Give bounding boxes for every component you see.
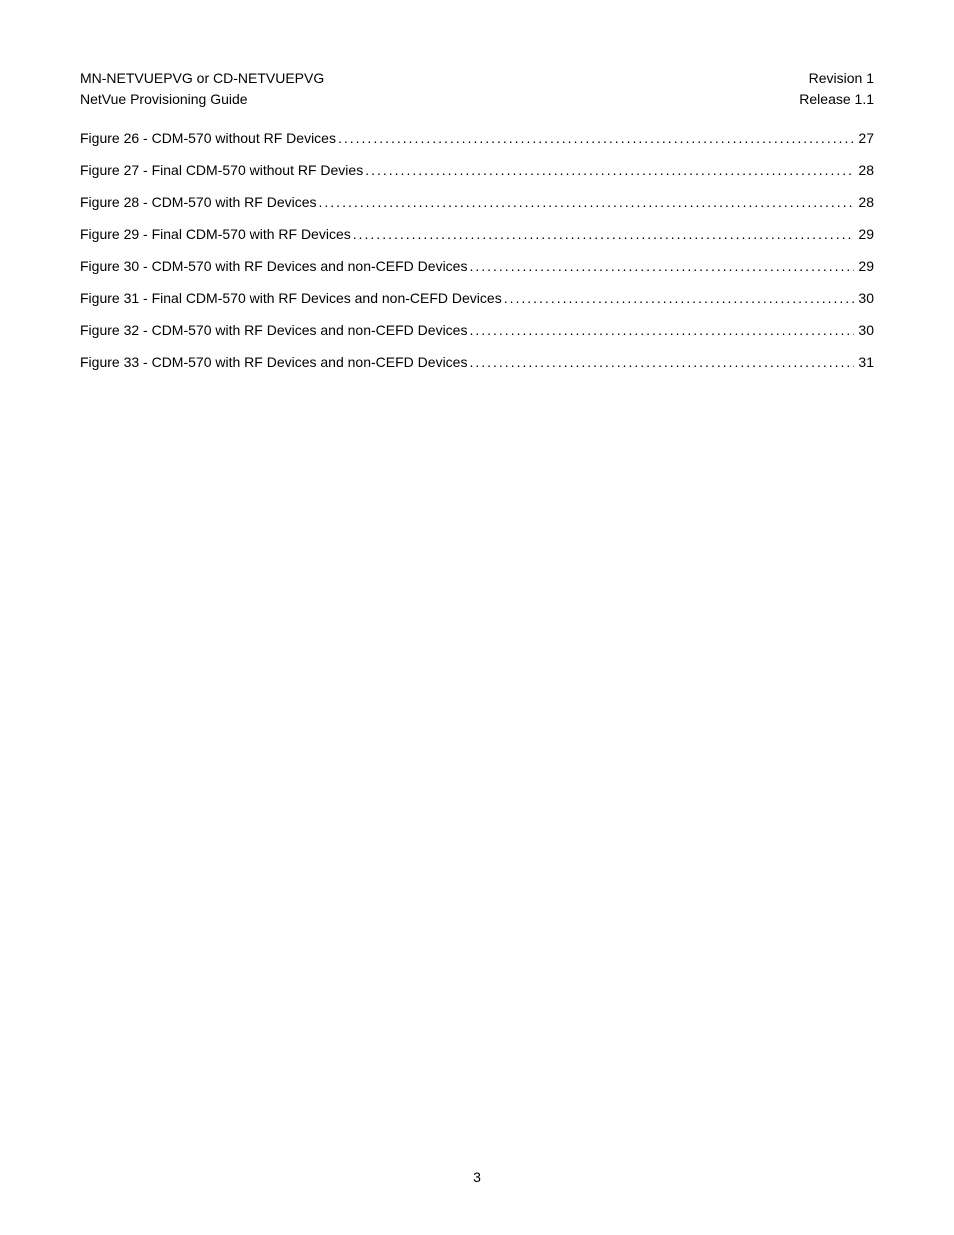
header-left: MN-NETVUEPVG or CD-NETVUEPVG NetVue Prov… bbox=[80, 68, 324, 110]
toc-entry-title: Figure 28 - CDM-570 with RF Devices bbox=[80, 194, 317, 210]
toc-leader-dots bbox=[467, 354, 854, 370]
toc-leader-dots bbox=[467, 322, 854, 338]
toc-entry-page: 27 bbox=[854, 130, 874, 146]
header-right: Revision 1 Release 1.1 bbox=[799, 68, 874, 110]
toc-entry-page: 28 bbox=[854, 194, 874, 210]
toc-leader-dots bbox=[351, 226, 855, 242]
header-doc-title: NetVue Provisioning Guide bbox=[80, 89, 324, 110]
toc-entry: Figure 29 - Final CDM-570 with RF Device… bbox=[80, 226, 874, 242]
page-header: MN-NETVUEPVG or CD-NETVUEPVG NetVue Prov… bbox=[80, 68, 874, 110]
toc-leader-dots bbox=[467, 258, 854, 274]
toc-list: Figure 26 - CDM-570 without RF Devices 2… bbox=[80, 130, 874, 370]
toc-entry: Figure 32 - CDM-570 with RF Devices and … bbox=[80, 322, 874, 338]
toc-entry-title: Figure 31 - Final CDM-570 with RF Device… bbox=[80, 290, 502, 306]
toc-entry-page: 29 bbox=[854, 258, 874, 274]
header-doc-id: MN-NETVUEPVG or CD-NETVUEPVG bbox=[80, 68, 324, 89]
toc-entry-title: Figure 32 - CDM-570 with RF Devices and … bbox=[80, 322, 467, 338]
toc-entry-title: Figure 30 - CDM-570 with RF Devices and … bbox=[80, 258, 467, 274]
toc-leader-dots bbox=[363, 162, 854, 178]
toc-entry-title: Figure 27 - Final CDM-570 without RF Dev… bbox=[80, 162, 363, 178]
toc-entry-title: Figure 29 - Final CDM-570 with RF Device… bbox=[80, 226, 351, 242]
toc-entry: Figure 26 - CDM-570 without RF Devices 2… bbox=[80, 130, 874, 146]
document-page: MN-NETVUEPVG or CD-NETVUEPVG NetVue Prov… bbox=[0, 0, 954, 1235]
toc-entry-page: 28 bbox=[854, 162, 874, 178]
toc-leader-dots bbox=[317, 194, 855, 210]
page-number: 3 bbox=[0, 1169, 954, 1185]
toc-entry-page: 29 bbox=[854, 226, 874, 242]
toc-leader-dots bbox=[502, 290, 855, 306]
toc-entry: Figure 31 - Final CDM-570 with RF Device… bbox=[80, 290, 874, 306]
toc-entry-page: 30 bbox=[854, 322, 874, 338]
toc-entry-title: Figure 33 - CDM-570 with RF Devices and … bbox=[80, 354, 467, 370]
toc-entry-title: Figure 26 - CDM-570 without RF Devices bbox=[80, 130, 336, 146]
toc-entry: Figure 30 - CDM-570 with RF Devices and … bbox=[80, 258, 874, 274]
toc-entry: Figure 28 - CDM-570 with RF Devices 28 bbox=[80, 194, 874, 210]
header-release: Release 1.1 bbox=[799, 89, 874, 110]
toc-entry-page: 31 bbox=[854, 354, 874, 370]
toc-entry-page: 30 bbox=[854, 290, 874, 306]
toc-entry: Figure 33 - CDM-570 with RF Devices and … bbox=[80, 354, 874, 370]
toc-entry: Figure 27 - Final CDM-570 without RF Dev… bbox=[80, 162, 874, 178]
toc-leader-dots bbox=[336, 130, 854, 146]
header-revision: Revision 1 bbox=[799, 68, 874, 89]
